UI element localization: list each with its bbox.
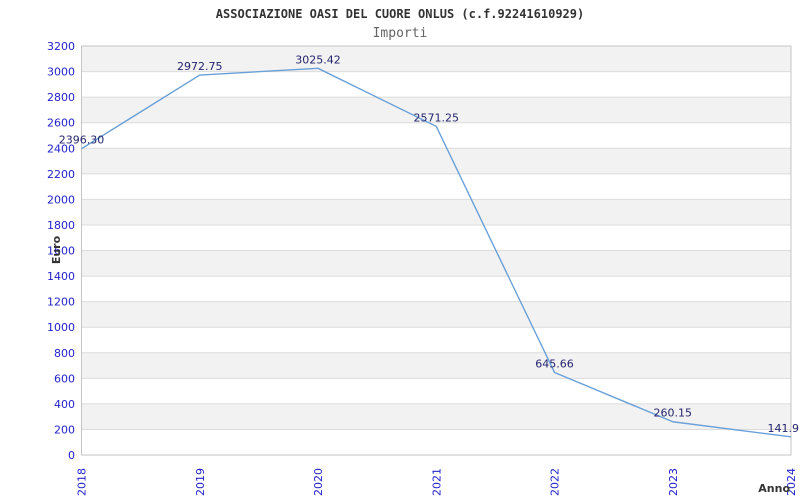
data-label: 260.15 bbox=[654, 407, 693, 420]
y-tick-label: 3000 bbox=[47, 66, 75, 79]
gridlines bbox=[81, 71, 791, 430]
plot-band bbox=[81, 250, 791, 277]
y-tick-label: 2600 bbox=[47, 117, 75, 130]
series bbox=[81, 67, 792, 438]
series-line bbox=[81, 67, 792, 438]
plot-border bbox=[81, 45, 792, 456]
y-tick-label: 2400 bbox=[47, 142, 75, 155]
plot-band bbox=[81, 46, 791, 72]
y-tick-label: 1800 bbox=[47, 219, 75, 232]
chart-title: ASSOCIAZIONE OASI DEL CUORE ONLUS (c.f.9… bbox=[215, 7, 585, 21]
y-tick-label: 3200 bbox=[47, 40, 75, 53]
data-label: 2571.25 bbox=[414, 111, 460, 124]
data-labels: 2396.30 2972.75 3025.42 2571.25 645.66 260.15… bbox=[59, 53, 799, 435]
x-tick-label: 2018 bbox=[76, 468, 89, 496]
plot-band bbox=[81, 97, 791, 123]
data-label: 141.9 bbox=[768, 422, 800, 435]
y-tick-label: 600 bbox=[54, 372, 75, 385]
data-label: 2396.30 bbox=[59, 134, 105, 147]
y-tick-label: 2200 bbox=[47, 168, 75, 181]
plot-band bbox=[81, 148, 791, 174]
y-tick-label: 400 bbox=[54, 398, 75, 411]
plot-bands bbox=[81, 46, 791, 430]
y-tick-label: 1400 bbox=[47, 270, 75, 283]
x-axis-title: Anno bbox=[758, 482, 790, 495]
x-tick-label: 2024 bbox=[785, 468, 798, 496]
data-label: 2972.75 bbox=[177, 60, 223, 73]
data-label: 3025.42 bbox=[295, 53, 341, 66]
y-tick-label: 200 bbox=[54, 423, 75, 436]
chart-subtitle: Importi bbox=[372, 26, 428, 41]
x-tick-label: 2021 bbox=[430, 468, 443, 496]
y-tick-label: 2800 bbox=[47, 91, 75, 104]
y-tick-label: 1200 bbox=[47, 296, 75, 309]
plot-band bbox=[81, 352, 791, 379]
x-tick-label: 2023 bbox=[667, 468, 680, 496]
x-tick-labels: 2018 2019 2020 2021 2022 2023 2024 bbox=[76, 468, 799, 496]
y-tick-labels: 0 200 400 600 800 1000 1200 1400 1600 1800 2000 220… bbox=[47, 40, 75, 462]
y-tick-label: 800 bbox=[54, 347, 75, 360]
y-tick-label: 1600 bbox=[47, 245, 75, 258]
y-axis-title: Euro bbox=[50, 235, 63, 264]
y-tick-label: 2000 bbox=[47, 193, 75, 206]
data-label: 645.66 bbox=[535, 357, 574, 370]
x-tick-label: 2020 bbox=[312, 468, 325, 496]
plot-band bbox=[81, 403, 791, 430]
y-tick-label: 1000 bbox=[47, 321, 75, 334]
y-tick-label: 0 bbox=[68, 449, 75, 462]
x-tick-label: 2019 bbox=[194, 468, 207, 496]
plot-band bbox=[81, 301, 791, 328]
x-tick-label: 2022 bbox=[549, 468, 562, 496]
plot-band bbox=[81, 199, 791, 225]
